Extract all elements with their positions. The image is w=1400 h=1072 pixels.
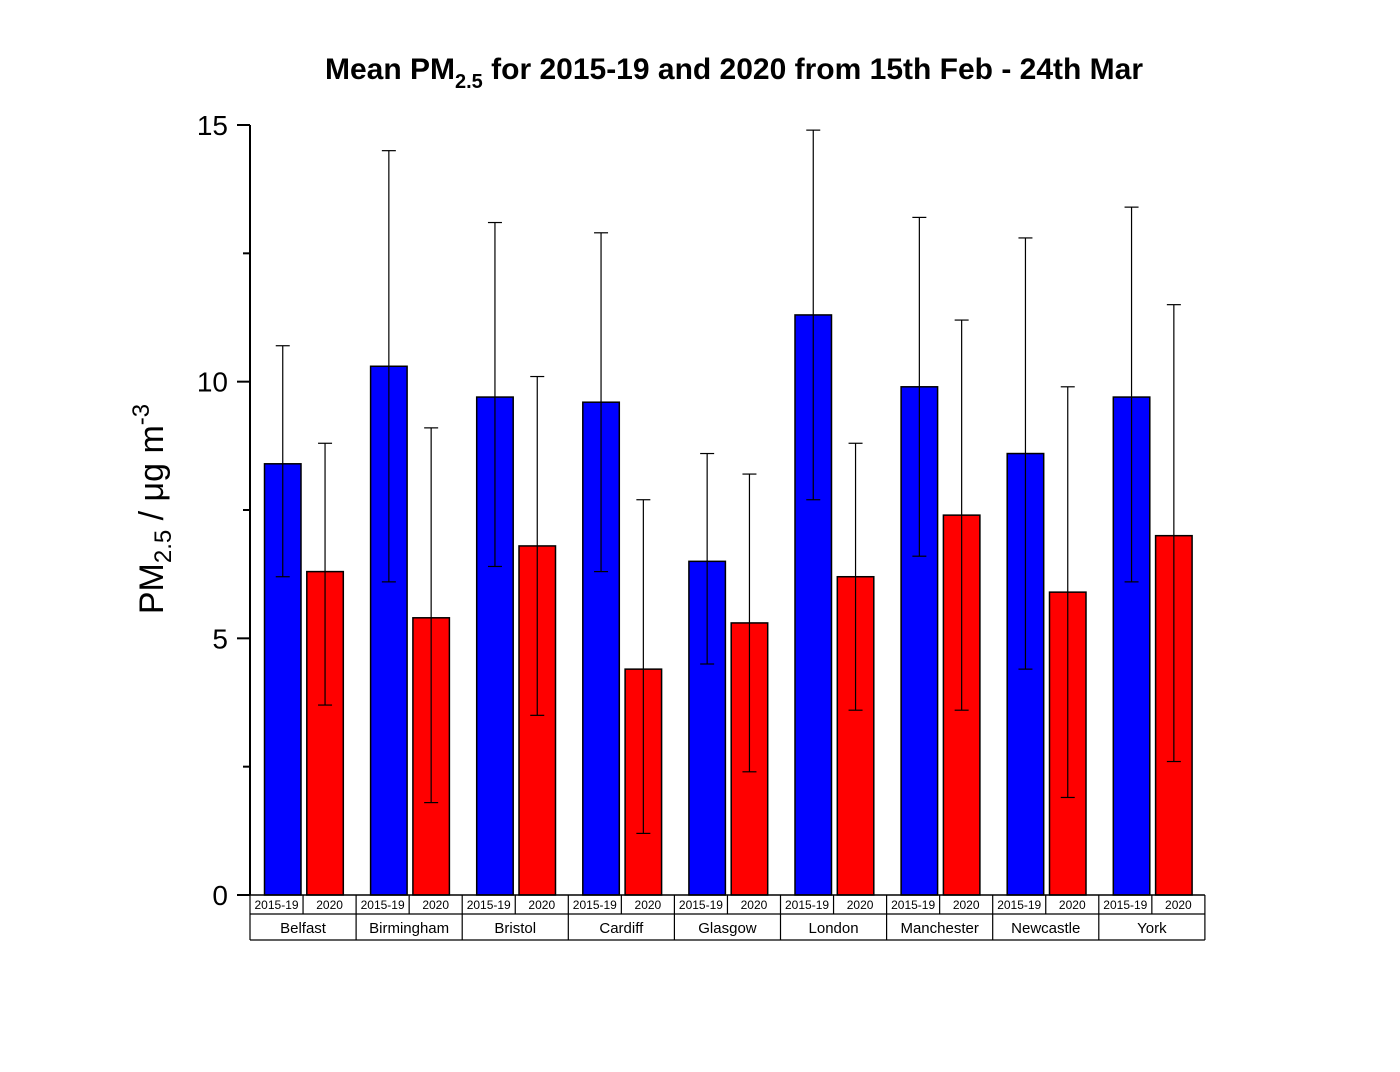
x-series-label: 2015-19 — [467, 898, 511, 912]
error-bar-glasgow-2020 — [742, 473, 757, 773]
chart-title-subscript: 2.5 — [455, 71, 483, 93]
x-series-label: 2015-19 — [997, 898, 1041, 912]
y-axis-label-unit: / μg m — [133, 425, 171, 530]
y-tick-label: 5 — [212, 623, 228, 654]
x-category-label: Belfast — [280, 920, 327, 937]
x-category-label: Cardiff — [599, 920, 644, 937]
x-axis: 2015-19 2020 Belfast 2015-19 2020 Birmingham 2… — [249, 894, 1206, 941]
chart-title-main: Mean PM — [325, 53, 455, 86]
x-category-label: Birmingham — [369, 920, 449, 937]
x-series-label: 2020 — [316, 898, 343, 912]
error-bars — [275, 129, 1181, 835]
x-series-label: 2020 — [422, 898, 449, 912]
error-bar-belfast-2015-19 — [275, 345, 290, 578]
x-series-label: 2015-19 — [1103, 898, 1147, 912]
error-bar-glasgow-2015-19 — [700, 452, 715, 665]
x-category-label: York — [1137, 920, 1167, 937]
x-category-label: Bristol — [494, 920, 536, 937]
error-bar-birmingham-2015-19 — [381, 150, 396, 583]
chart-title-rest: for 2015-19 and 2020 from 15th Feb - 24t… — [483, 53, 1144, 86]
y-tick-label: 0 — [212, 880, 228, 911]
x-category-label: London — [809, 920, 859, 937]
error-bar-london-2015-19 — [806, 129, 821, 501]
error-bar-belfast-2020 — [318, 442, 333, 706]
error-bar-newcastle-2020 — [1060, 386, 1075, 799]
y-axis: 0 5 10 15 — [197, 110, 251, 911]
error-bar-cardiff-2020 — [636, 499, 651, 835]
error-bar-cardiff-2015-19 — [594, 232, 609, 573]
x-series-label: 2020 — [1059, 898, 1086, 912]
y-axis-label-subscript: 2.5 — [150, 530, 177, 563]
x-series-label: 2015-19 — [361, 898, 405, 912]
y-axis-label-superscript: -3 — [128, 404, 155, 425]
error-bar-bristol-2020 — [530, 375, 545, 716]
y-tick-label: 10 — [197, 367, 228, 398]
error-bar-newcastle-2015-19 — [1018, 237, 1033, 670]
x-series-label: 2015-19 — [679, 898, 723, 912]
x-series-label: 2020 — [635, 898, 662, 912]
x-series-label: 2015-19 — [891, 898, 935, 912]
chart-title: Mean PM2.5 for 2015-19 and 2020 from 15t… — [325, 53, 1143, 93]
x-series-label: 2020 — [741, 898, 768, 912]
x-category-label: Manchester — [900, 920, 978, 937]
x-series-label: 2020 — [847, 898, 874, 912]
error-bar-birmingham-2020 — [424, 427, 439, 804]
x-series-label: 2015-19 — [573, 898, 617, 912]
error-bar-manchester-2015-19 — [912, 216, 927, 557]
x-series-label: 2020 — [953, 898, 980, 912]
error-bar-manchester-2020 — [954, 319, 969, 711]
x-category-label: Glasgow — [698, 920, 757, 937]
error-bar-london-2020 — [848, 442, 863, 711]
y-axis-label: PM2.5 / μg m-3 — [128, 404, 177, 614]
error-bar-york-2015-19 — [1124, 206, 1139, 583]
error-bar-bristol-2015-19 — [487, 221, 502, 568]
x-series-label: 2015-19 — [255, 898, 299, 912]
x-series-label: 2020 — [1165, 898, 1192, 912]
x-category-label: Newcastle — [1011, 920, 1080, 937]
x-series-label: 2015-19 — [785, 898, 829, 912]
error-bar-york-2020 — [1166, 304, 1181, 763]
y-tick-label: 15 — [197, 110, 228, 141]
bars — [263, 314, 1193, 896]
y-axis-label-main: PM — [133, 563, 171, 614]
x-series-label: 2020 — [528, 898, 555, 912]
